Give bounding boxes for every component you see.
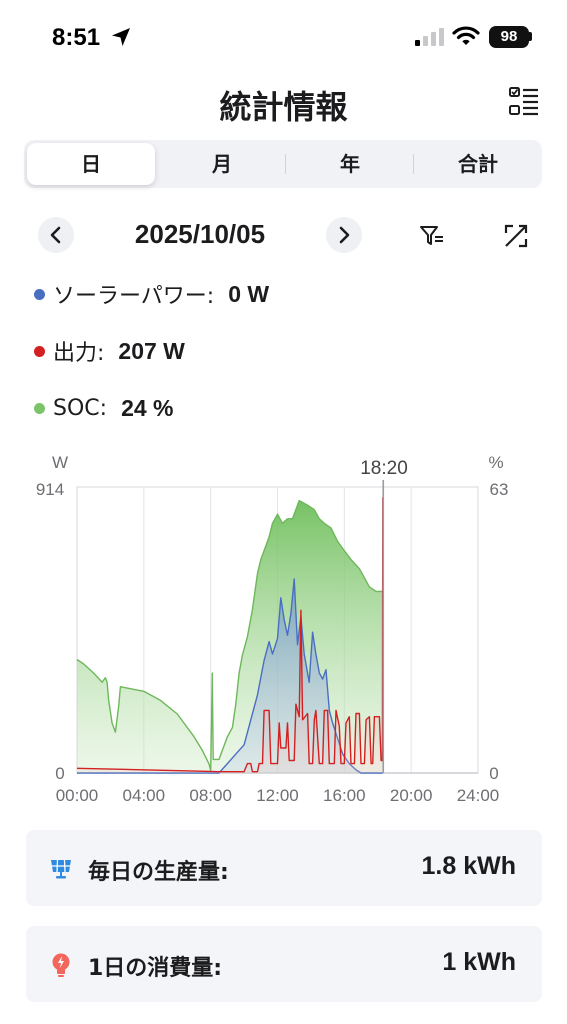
right-axis-min: 0 — [489, 764, 498, 783]
page-title: 統計情報 — [219, 88, 348, 126]
daily-consumption-value: 1 kWh — [442, 948, 516, 976]
battery-tip — [529, 32, 532, 41]
legend-solar: ソーラーパワー: 0 W — [34, 279, 269, 309]
status-time: 8:51 — [52, 24, 101, 51]
checklist-menu-icon[interactable] — [506, 84, 542, 120]
x-tick-label: 24:00 — [457, 786, 500, 805]
lightbulb-icon — [52, 953, 70, 977]
legend-soc: SOC: 24 % — [34, 393, 174, 423]
chevron-left-icon — [50, 226, 61, 244]
daily-production-card: 毎日の生産量: 1.8 kWh — [26, 830, 542, 906]
location-arrow-icon — [112, 28, 130, 46]
daily-production-value: 1.8 kWh — [421, 852, 516, 880]
left-axis-min: 0 — [55, 764, 64, 783]
x-tick-label: 16:00 — [323, 786, 366, 805]
daily-consumption-label: 1日の消費量: — [88, 956, 223, 981]
output-value: 207 W — [118, 337, 185, 364]
chart-labels: W 914 0 % 63 0 18:20 00:00 04:00 08:00 12:0… — [36, 453, 509, 805]
left-axis-max: 914 — [36, 480, 64, 499]
date-navigation: 2025/10/05 — [0, 215, 567, 255]
current-date[interactable]: 2025/10/05 — [134, 219, 266, 249]
status-bar: 8:51 98 — [0, 0, 567, 70]
soc-value: 24 % — [121, 394, 174, 421]
soc-label: SOC: — [53, 395, 108, 421]
battery-indicator: 98 — [489, 26, 529, 48]
tab-total[interactable]: 合計 — [458, 152, 498, 176]
tab-separator — [285, 154, 286, 174]
output-dot — [34, 345, 45, 357]
left-axis-unit: W — [52, 453, 68, 472]
tab-month[interactable]: 月 — [158, 140, 286, 188]
solar-panel-icon — [51, 859, 71, 879]
tab-separator — [413, 154, 414, 174]
daily-production-label: 毎日の生産量: — [88, 860, 229, 885]
tab-year[interactable]: 年 — [286, 140, 414, 188]
x-tick-label: 08:00 — [189, 786, 232, 805]
x-tick-label: 20:00 — [390, 786, 433, 805]
legend-output: 出力: 207 W — [34, 336, 185, 366]
fullscreen-icon[interactable] — [502, 222, 530, 250]
previous-date-button[interactable] — [38, 217, 74, 253]
soc-series-line — [76, 499, 383, 771]
cursor-time-label: 18:20 — [360, 458, 408, 479]
solar-dot — [34, 288, 45, 300]
x-tick-label: 04:00 — [123, 786, 166, 805]
tab-day[interactable]: 日 — [27, 143, 155, 185]
solar-label: ソーラーパワー: — [53, 284, 215, 309]
tab-year-label: 年 — [340, 152, 360, 176]
wifi-icon — [452, 26, 480, 45]
chart-series — [76, 480, 385, 774]
x-tick-label: 00:00 — [56, 786, 99, 805]
soc-dot — [34, 402, 45, 414]
solar-value: 0 W — [228, 280, 270, 307]
tab-month-label: 月 — [212, 152, 232, 176]
daily-consumption-card: 1日の消費量: 1 kWh — [26, 926, 542, 1002]
output-label: 出力: — [53, 341, 105, 366]
right-axis-unit: % — [488, 453, 503, 472]
filter-icon[interactable] — [418, 222, 446, 250]
x-tick-label: 12:00 — [256, 786, 299, 805]
power-chart[interactable]: W 914 0 % 63 0 18:20 00:00 04:00 08:00 12:0… — [0, 440, 567, 810]
output-series-line — [76, 496, 384, 773]
chevron-right-icon — [339, 226, 350, 244]
next-date-button[interactable] — [326, 217, 362, 253]
right-axis-max: 63 — [490, 480, 509, 499]
cellular-signal-icon — [415, 28, 444, 46]
period-tabs: 日 月 年 合計 — [24, 140, 542, 188]
